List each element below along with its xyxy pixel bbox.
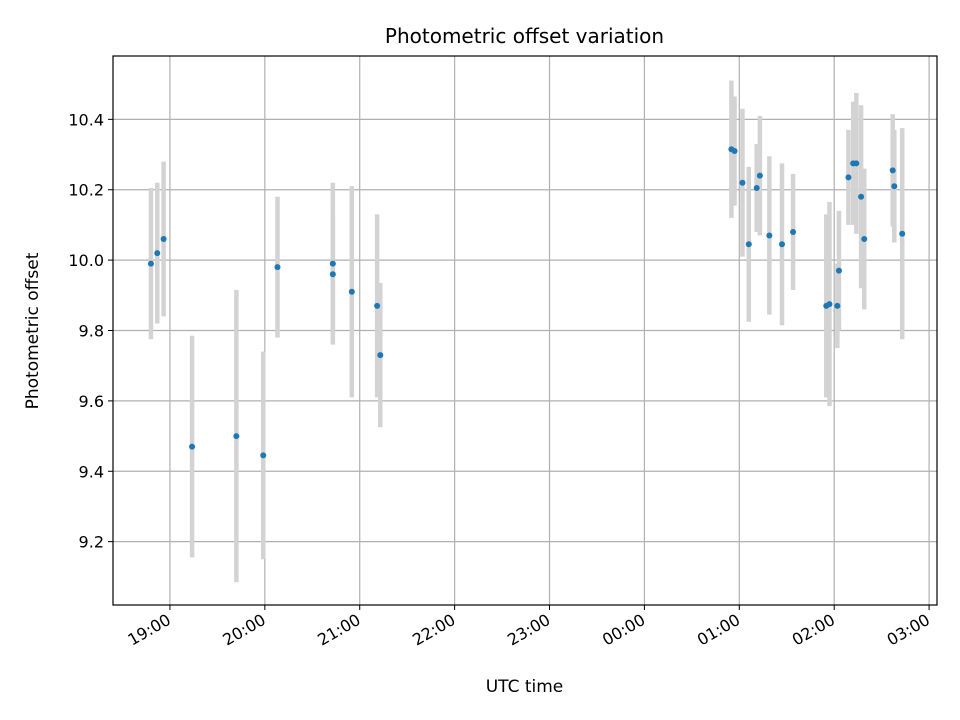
y-tick-label: 10.4: [68, 110, 104, 129]
data-point: [899, 230, 906, 237]
data-point: [739, 179, 746, 186]
data-point: [377, 352, 384, 359]
data-point: [154, 250, 161, 257]
data-point: [189, 443, 196, 450]
data-point: [329, 271, 336, 278]
y-tick-label: 9.4: [79, 462, 104, 481]
data-point: [260, 452, 267, 459]
data-point: [891, 183, 898, 190]
data-point: [348, 288, 355, 295]
data-point: [826, 301, 833, 308]
data-point: [861, 236, 868, 242]
data-points: [147, 146, 906, 459]
data-point: [756, 172, 763, 179]
y-tick-label: 10.2: [68, 181, 104, 200]
data-point: [766, 232, 773, 239]
data-point: [790, 228, 797, 235]
chart-title: Photometric offset variation: [385, 24, 664, 48]
grid: [113, 56, 937, 605]
data-point: [835, 267, 842, 274]
y-tick-label: 10.0: [68, 251, 104, 270]
y-tick-label: 9.6: [79, 392, 104, 411]
y-axis-ticks: 9.2 9.4 9.6 9.8 10.0 10.2 10.4: [68, 110, 113, 552]
y-tick-label: 9.8: [79, 322, 104, 341]
data-point: [858, 193, 865, 200]
data-point: [329, 260, 336, 267]
y-tick-label: 9.2: [79, 533, 104, 552]
data-point: [845, 174, 852, 181]
data-point: [853, 160, 860, 167]
data-point: [147, 260, 154, 267]
data-point: [274, 264, 281, 271]
data-point: [731, 148, 738, 155]
data-point: [233, 433, 240, 440]
data-point: [889, 167, 896, 174]
y-axis-label: Photometric offset: [23, 252, 43, 409]
data-point: [834, 302, 841, 309]
data-point: [779, 241, 786, 248]
data-point: [745, 241, 752, 248]
data-point: [160, 236, 167, 242]
data-point: [374, 302, 381, 309]
x-axis-label: UTC time: [486, 677, 564, 697]
data-point: [753, 184, 760, 191]
